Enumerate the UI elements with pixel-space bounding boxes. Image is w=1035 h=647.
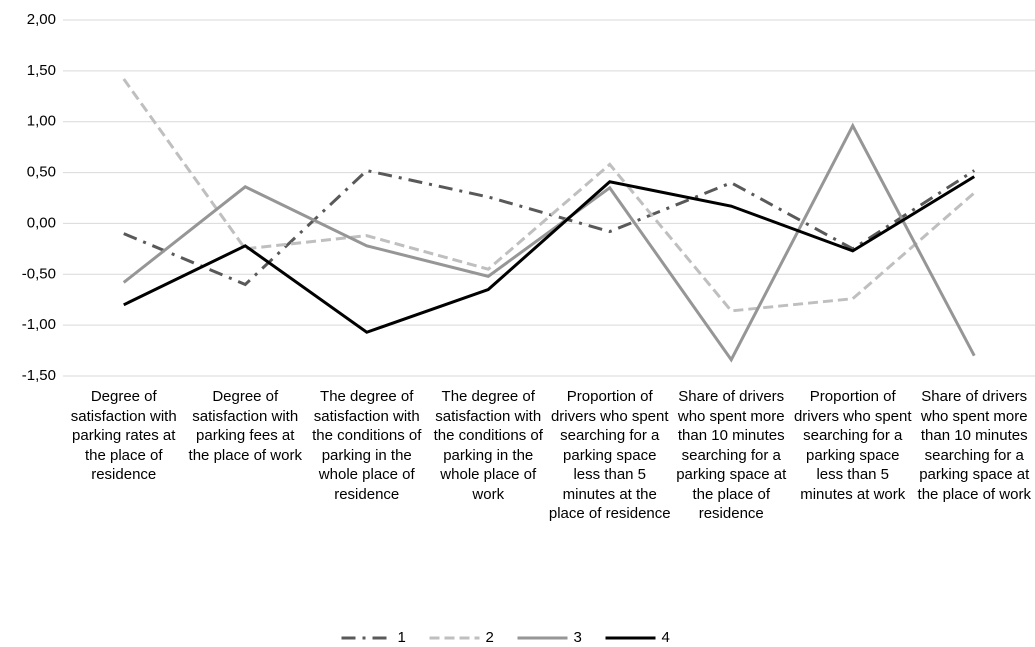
- legend-label: 2: [486, 629, 494, 646]
- y-tick-label: -1,00: [22, 316, 56, 333]
- series-line: [122, 122, 976, 363]
- x-tick-label: Proportion of drivers who spent searchin…: [793, 388, 912, 503]
- y-tick-label: 0,00: [27, 214, 56, 231]
- y-tick-label: 0,50: [27, 164, 56, 181]
- series-line: [123, 168, 976, 287]
- x-tick-label: The degree of satisfaction with the cond…: [433, 388, 543, 503]
- legend-label: 3: [574, 629, 582, 646]
- legend-label: 4: [662, 629, 670, 646]
- x-tick-label: Degree of satisfaction with parking fees…: [188, 388, 302, 464]
- series-line: [123, 175, 976, 334]
- x-tick-label: Degree of satisfaction with parking rate…: [70, 388, 177, 483]
- x-tick-label: Share of drivers who spent more than 10 …: [676, 388, 787, 522]
- x-tick-label: Share of drivers who spent more than 10 …: [917, 388, 1031, 503]
- y-tick-label: 2,00: [27, 11, 56, 28]
- y-tick-label: -1,50: [22, 367, 56, 384]
- legend-label: 1: [398, 629, 406, 646]
- y-tick-label: 1,50: [27, 62, 56, 79]
- x-tick-label: Proportion of drivers who spent searchin…: [548, 388, 671, 522]
- x-tick-label: The degree of satisfaction with the cond…: [312, 388, 422, 503]
- y-tick-label: 1,00: [27, 113, 56, 130]
- series-line: [122, 78, 976, 313]
- y-tick-label: -0,50: [22, 265, 56, 282]
